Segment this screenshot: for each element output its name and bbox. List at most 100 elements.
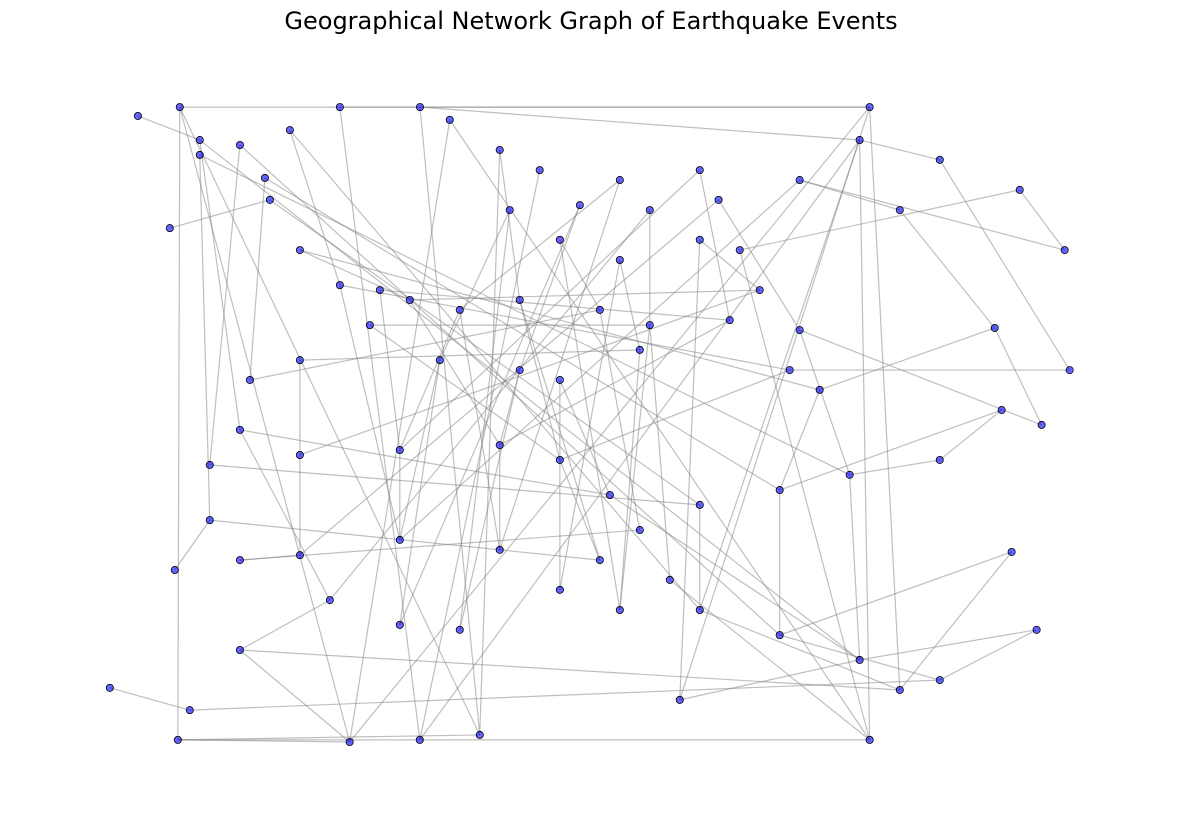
node <box>495 545 504 554</box>
edge <box>899 209 996 329</box>
node <box>665 575 674 584</box>
edge <box>519 204 581 371</box>
node <box>555 235 564 244</box>
edge <box>669 579 871 741</box>
node <box>595 556 604 565</box>
edge <box>289 129 341 286</box>
edge <box>239 649 900 691</box>
edges <box>109 106 1071 743</box>
node <box>1060 246 1069 255</box>
edge <box>619 259 641 351</box>
node <box>555 375 564 384</box>
node <box>645 321 654 330</box>
node <box>645 206 654 215</box>
edge <box>899 551 1013 691</box>
node <box>555 585 564 594</box>
edge <box>189 679 940 711</box>
edge <box>379 290 401 451</box>
node <box>865 103 874 112</box>
node <box>205 460 214 469</box>
edge <box>209 519 600 561</box>
node <box>895 206 904 215</box>
node <box>375 286 384 295</box>
node <box>795 326 804 335</box>
node <box>295 450 304 459</box>
node <box>1037 420 1046 429</box>
node <box>935 676 944 685</box>
node <box>133 111 142 120</box>
node <box>935 455 944 464</box>
node <box>695 235 704 244</box>
edge <box>179 106 481 736</box>
node <box>895 685 904 694</box>
node <box>435 356 444 365</box>
edge <box>177 739 350 743</box>
node <box>595 305 604 314</box>
node <box>170 566 179 575</box>
edge <box>619 325 651 611</box>
edge <box>819 327 995 391</box>
node <box>505 206 514 215</box>
node <box>325 596 334 605</box>
node <box>1065 366 1074 375</box>
edge <box>559 259 621 590</box>
node <box>185 706 194 715</box>
edge <box>849 459 940 476</box>
edge <box>137 115 200 141</box>
node <box>475 730 484 739</box>
edge <box>499 149 521 301</box>
node <box>195 150 204 159</box>
edge <box>559 369 790 461</box>
edge <box>289 129 701 611</box>
edge <box>599 309 641 531</box>
node <box>775 631 784 640</box>
edge <box>339 284 401 541</box>
node <box>395 620 404 629</box>
node <box>195 136 204 145</box>
edge <box>799 329 851 476</box>
edge <box>179 106 351 743</box>
node <box>735 246 744 255</box>
node <box>495 441 504 450</box>
edge <box>939 629 1037 681</box>
node <box>295 246 304 255</box>
edge <box>209 464 700 506</box>
edge <box>779 389 821 491</box>
node <box>495 145 504 154</box>
node <box>555 455 564 464</box>
edge <box>699 609 901 691</box>
node <box>335 103 344 112</box>
node <box>235 556 244 565</box>
edge <box>718 199 801 331</box>
edge <box>739 189 1020 251</box>
node <box>855 655 864 664</box>
edge <box>349 119 451 743</box>
edge <box>479 149 501 735</box>
edge <box>609 494 860 661</box>
edge <box>419 169 541 741</box>
node <box>695 500 704 509</box>
edge <box>399 204 581 626</box>
node <box>395 446 404 455</box>
node <box>295 551 304 560</box>
edge <box>239 649 351 743</box>
edge <box>994 327 1043 426</box>
node <box>235 645 244 654</box>
edge <box>239 429 331 601</box>
edge <box>269 199 701 506</box>
node <box>775 486 784 495</box>
node <box>725 316 734 325</box>
node <box>785 366 794 375</box>
edge <box>339 107 421 740</box>
node <box>865 735 874 744</box>
edge <box>109 687 190 711</box>
edge <box>679 239 701 700</box>
edge <box>459 309 501 550</box>
node <box>695 605 704 614</box>
edge <box>679 659 860 701</box>
node <box>235 140 244 149</box>
edge <box>249 309 600 381</box>
edge <box>619 349 641 611</box>
edge <box>699 139 861 611</box>
node <box>415 735 424 744</box>
